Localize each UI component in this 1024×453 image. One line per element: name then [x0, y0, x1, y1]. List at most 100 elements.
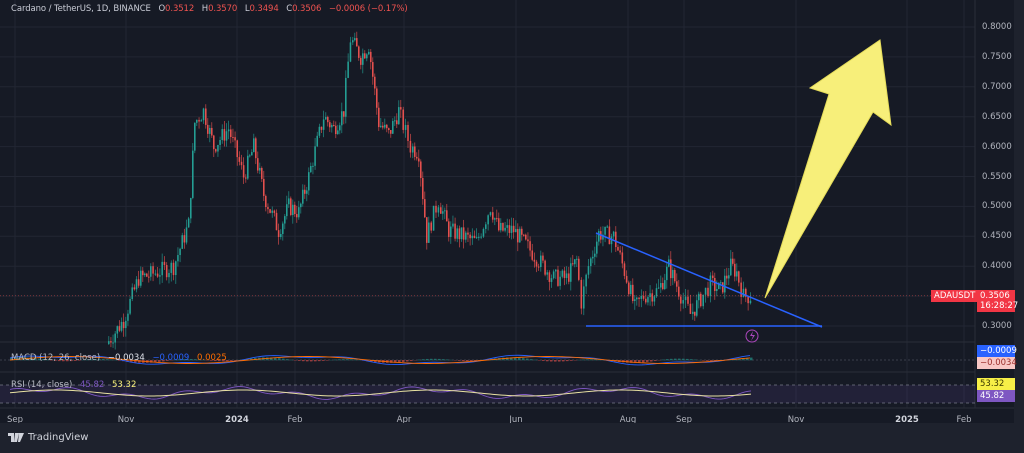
candle-body — [492, 212, 494, 220]
candle-body — [692, 311, 694, 314]
candle-body — [480, 236, 482, 238]
candle-body — [146, 273, 148, 277]
candle-body — [653, 296, 656, 302]
candle-body — [649, 293, 651, 298]
time-axis-label: Aug — [619, 415, 637, 425]
candle-body — [165, 265, 168, 278]
macd-histogram-bar — [466, 360, 469, 362]
candle-body — [552, 271, 555, 279]
candle-body — [200, 120, 203, 122]
candle-body — [515, 229, 517, 233]
tradingview-logo[interactable]: TradingView — [8, 432, 88, 443]
candle-body — [504, 227, 506, 231]
candle-body — [535, 261, 538, 267]
candle-body — [302, 189, 304, 204]
rsi-legend[interactable]: RSI (14, close) 45.82 53.32 — [11, 380, 137, 390]
candle-body — [120, 321, 123, 331]
candle-body — [349, 42, 352, 62]
candle-body — [358, 46, 360, 58]
candle-body — [561, 270, 564, 277]
candle-body — [135, 279, 138, 290]
candle-body — [286, 204, 288, 217]
macd-histogram-bar — [462, 360, 465, 361]
macd-histogram-bar — [714, 360, 717, 361]
macd-histogram-bar — [318, 360, 321, 362]
macd-histogram-bar — [734, 359, 737, 361]
candle-body — [304, 189, 306, 194]
macd-histogram-bar — [426, 358, 429, 361]
candle-body — [368, 51, 370, 55]
candle-body — [267, 207, 269, 210]
macd-legend[interactable]: MACD (12, 26, close) −0.0034 −0.0009 0.0… — [11, 353, 227, 363]
rsi-line — [9, 386, 752, 400]
macd-histogram-bar — [526, 358, 529, 361]
candle-body — [284, 216, 286, 224]
candle-body — [221, 129, 224, 140]
change-value: −0.0006 (−0.17%) — [328, 4, 408, 14]
candle-body — [728, 275, 730, 279]
tradingview-icon — [8, 433, 24, 442]
candle-body — [602, 234, 604, 240]
candle-body — [227, 129, 230, 132]
candle-body — [444, 210, 446, 212]
macd-histogram-bar — [562, 360, 565, 362]
time-axis-label: Sep — [675, 415, 693, 425]
macd-histogram-bar — [566, 360, 569, 362]
candle-body — [424, 199, 426, 218]
price-axis-label: 0.4500 — [982, 231, 1012, 242]
bullish-arrow — [764, 39, 892, 299]
candle-body — [388, 128, 390, 131]
candle-body — [465, 232, 467, 240]
candle-body — [232, 137, 234, 139]
candle-body — [702, 294, 704, 307]
macd-histogram-bar — [738, 358, 741, 361]
candle-body — [150, 266, 152, 277]
macd-histogram-bar — [478, 360, 481, 361]
macd-histogram-bar — [174, 359, 177, 361]
candle-body — [450, 226, 452, 237]
candle-body — [716, 289, 718, 291]
candle-body — [694, 311, 696, 316]
candle-body — [335, 125, 337, 135]
macd-histogram-bar — [62, 360, 65, 362]
macd-histogram-bar — [458, 360, 461, 361]
macd-histogram-bar — [686, 358, 689, 361]
candle-body — [749, 300, 752, 304]
chart-canvas[interactable] — [0, 0, 1014, 423]
candle-body — [404, 124, 407, 130]
candle-body — [583, 286, 585, 309]
macd-histogram-bar — [226, 360, 229, 362]
symbol-name[interactable]: Cardano / TetherUS, 1D, BINANCE — [11, 4, 151, 14]
macd-histogram-bar — [398, 360, 401, 363]
candle-body — [548, 272, 551, 282]
candle-body — [409, 140, 412, 153]
candle-body — [542, 255, 544, 261]
macd-histogram-bar — [118, 360, 121, 361]
macd-histogram-bar — [594, 359, 597, 361]
candle-body — [337, 130, 339, 135]
macd-histogram-bar — [638, 360, 641, 363]
macd-histogram-bar — [222, 360, 225, 362]
macd-histogram-bar — [662, 359, 665, 361]
macd-histogram-bar — [322, 360, 325, 361]
candle-body — [687, 296, 689, 304]
candle-body — [271, 210, 274, 213]
macd-histogram-bar — [650, 360, 653, 362]
time-axis-label: Sep — [6, 415, 24, 425]
candle-body — [598, 231, 600, 242]
open-value: 0.3512 — [165, 4, 195, 14]
candle-body — [747, 296, 749, 304]
candle-body — [300, 203, 302, 208]
macd-histogram-bar — [210, 360, 213, 361]
macd-histogram-bar — [46, 359, 49, 361]
macd-histogram-bar — [630, 360, 633, 363]
candle-body — [140, 270, 142, 286]
macd-histogram-bar — [434, 358, 437, 361]
candle-body — [670, 259, 672, 279]
candle-body — [137, 279, 140, 286]
current-price-tag: 0.3506 16:28:27 — [977, 290, 1018, 312]
candle-body — [366, 54, 368, 59]
candle-body — [604, 226, 606, 235]
macd-histogram-bar — [422, 359, 425, 361]
candle-body — [416, 156, 418, 159]
